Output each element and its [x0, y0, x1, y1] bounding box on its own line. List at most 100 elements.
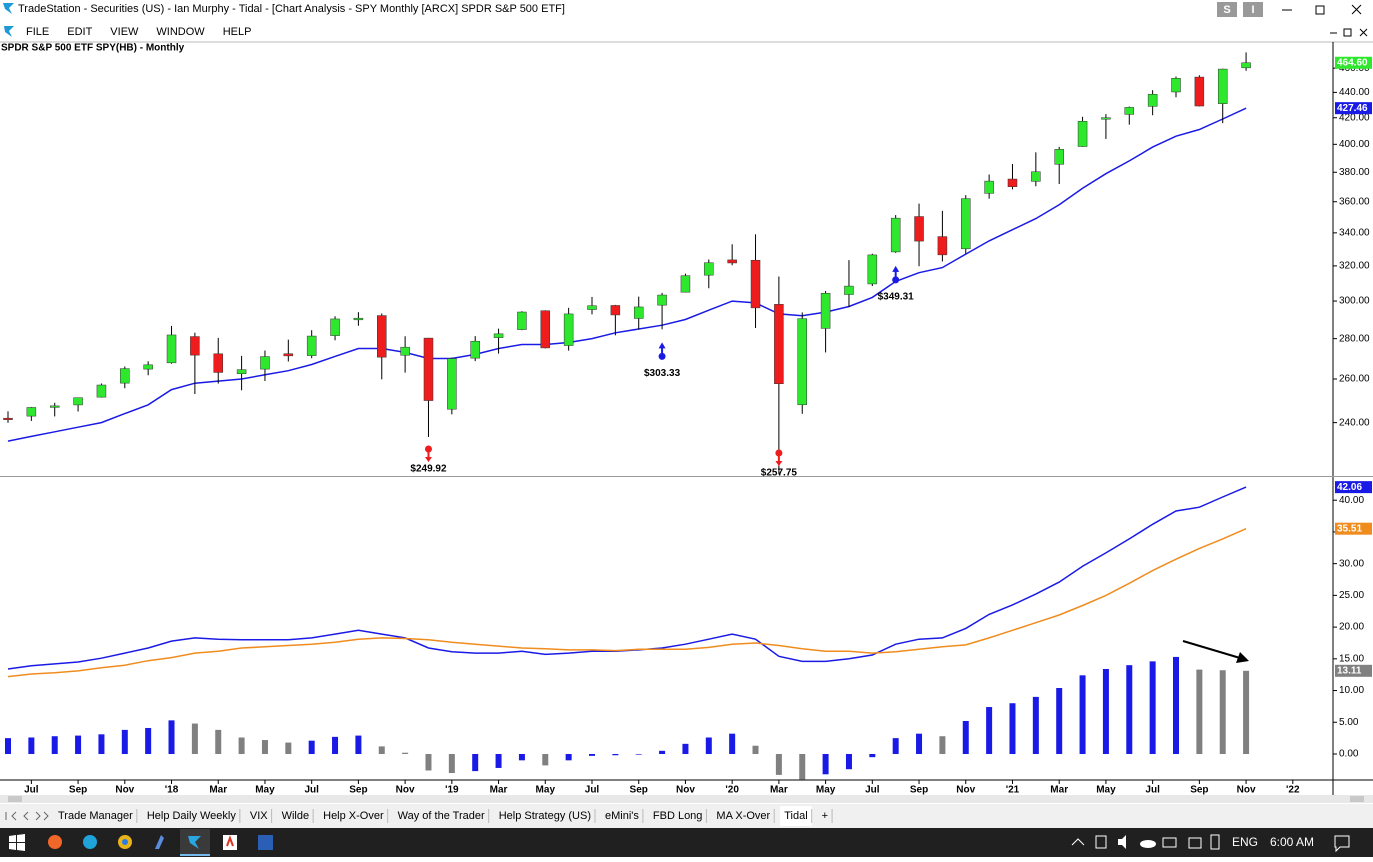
tray-icon[interactable] [1095, 835, 1107, 849]
x-tick-label: Sep [630, 785, 648, 796]
battery-icon[interactable] [1210, 834, 1220, 850]
annotation-label: $249.92 [410, 464, 447, 475]
histogram-bar [635, 753, 642, 755]
scroll-thumb[interactable] [1350, 796, 1364, 802]
scroll-thumb[interactable] [8, 796, 22, 802]
annotation-head [892, 265, 900, 272]
pdf-icon[interactable] [223, 835, 237, 850]
x-tick-label: Mar [770, 785, 788, 796]
tab[interactable] [319, 806, 388, 826]
tab-label[interactable]: Wilde [282, 810, 310, 822]
histogram-bar [916, 733, 923, 754]
tab-label[interactable]: eMini's [605, 810, 639, 822]
arrow [1182, 640, 1241, 659]
candle-body [540, 310, 551, 349]
close[interactable] [1351, 4, 1362, 15]
x-tick-label: Jul [585, 785, 600, 796]
menu-item[interactable]: VIEW [110, 26, 139, 38]
start-button[interactable] [9, 834, 25, 851]
tab-label[interactable]: Tidal [784, 810, 807, 822]
tray-icon[interactable] [1162, 837, 1177, 848]
y-tick-label: 40.00 [1339, 495, 1364, 506]
tab[interactable] [277, 806, 314, 826]
tab-label[interactable]: Way of the Trader [398, 810, 485, 822]
tab-label[interactable]: Trade Manager [58, 810, 133, 822]
x-tick-label: Mar [1050, 785, 1068, 796]
histogram-bar [355, 735, 362, 754]
badge-text[interactable]: I [1251, 4, 1254, 16]
tab-label[interactable]: + [822, 810, 828, 822]
tab[interactable] [245, 806, 272, 826]
histogram-bar [75, 735, 82, 754]
badge[interactable] [1217, 2, 1237, 17]
word-icon[interactable] [258, 835, 273, 850]
firefox-icon[interactable] [48, 835, 62, 849]
notifications[interactable] [1334, 835, 1350, 853]
menu-item[interactable]: WINDOW [156, 26, 205, 38]
menu-item[interactable]: HELP [223, 26, 252, 38]
tray-icon[interactable] [1188, 837, 1202, 849]
histogram-bar [682, 743, 689, 754]
histogram-bar [121, 729, 128, 754]
child-close[interactable] [1359, 28, 1368, 37]
tab-label[interactable]: Help Strategy (US) [499, 810, 591, 822]
candle-body [704, 262, 714, 276]
histogram-bar [145, 727, 152, 754]
child-restore[interactable] [1343, 28, 1352, 37]
candle-body [493, 333, 504, 338]
candle-body [937, 236, 948, 256]
y-tick-label: 380.00 [1339, 167, 1370, 178]
tray-expand[interactable] [1071, 838, 1085, 846]
candle-body [96, 384, 107, 398]
candle-body [1217, 68, 1228, 104]
y-tick-label: 240.00 [1339, 417, 1370, 428]
cloud-icon[interactable] [1140, 840, 1156, 848]
histogram-bar [215, 729, 222, 754]
candle-body [400, 346, 410, 356]
histogram-bar [1056, 688, 1063, 754]
tab[interactable] [393, 806, 489, 826]
menu-item[interactable]: FILE [26, 26, 49, 38]
tab[interactable] [601, 806, 643, 826]
last-value-box [1335, 522, 1372, 535]
tab[interactable] [817, 806, 833, 826]
tab[interactable] [494, 806, 595, 826]
candle-body [890, 217, 901, 253]
x-tick-label: May [536, 785, 556, 796]
tab-label[interactable]: MA X-Over [716, 810, 770, 822]
badge[interactable] [1243, 2, 1263, 17]
tab[interactable] [142, 806, 240, 826]
restore[interactable] [1315, 5, 1325, 15]
tab[interactable] [54, 806, 137, 826]
scrollbar[interactable] [0, 795, 1373, 803]
last-value-label: 427.46 [1337, 103, 1368, 114]
clock[interactable]: 6:00 AM [1270, 835, 1314, 849]
tab-nav[interactable] [5, 811, 49, 821]
y-tick-label: 25.00 [1339, 590, 1364, 601]
app-icon[interactable] [155, 835, 164, 849]
y-tick-label: 20.00 [1339, 622, 1364, 633]
candle-body [774, 304, 784, 384]
histogram-bar [308, 740, 315, 754]
tab[interactable] [712, 806, 775, 826]
tab[interactable] [648, 806, 707, 826]
tab-label[interactable]: FBD Long [653, 810, 703, 822]
tradestation-icon [188, 836, 201, 849]
edge-icon[interactable] [83, 835, 97, 849]
candle-body [143, 364, 153, 370]
candle-body [680, 275, 691, 293]
tab[interactable] [780, 806, 812, 826]
menu-item[interactable]: EDIT [67, 26, 92, 38]
annotation-head [658, 342, 666, 349]
candle-body [867, 254, 878, 285]
volume-icon[interactable] [1118, 835, 1126, 849]
tab-label[interactable]: VIX [250, 810, 268, 822]
badge-text[interactable]: S [1223, 4, 1230, 16]
histogram-bar [939, 736, 946, 754]
x-tick-label: Jul [304, 785, 319, 796]
histogram-bar [332, 736, 339, 754]
language[interactable]: ENG [1232, 835, 1258, 849]
y-tick-label: 280.00 [1339, 333, 1370, 344]
tab-label[interactable]: Help Daily Weekly [147, 810, 237, 822]
tab-label[interactable]: Help X-Over [323, 810, 384, 822]
